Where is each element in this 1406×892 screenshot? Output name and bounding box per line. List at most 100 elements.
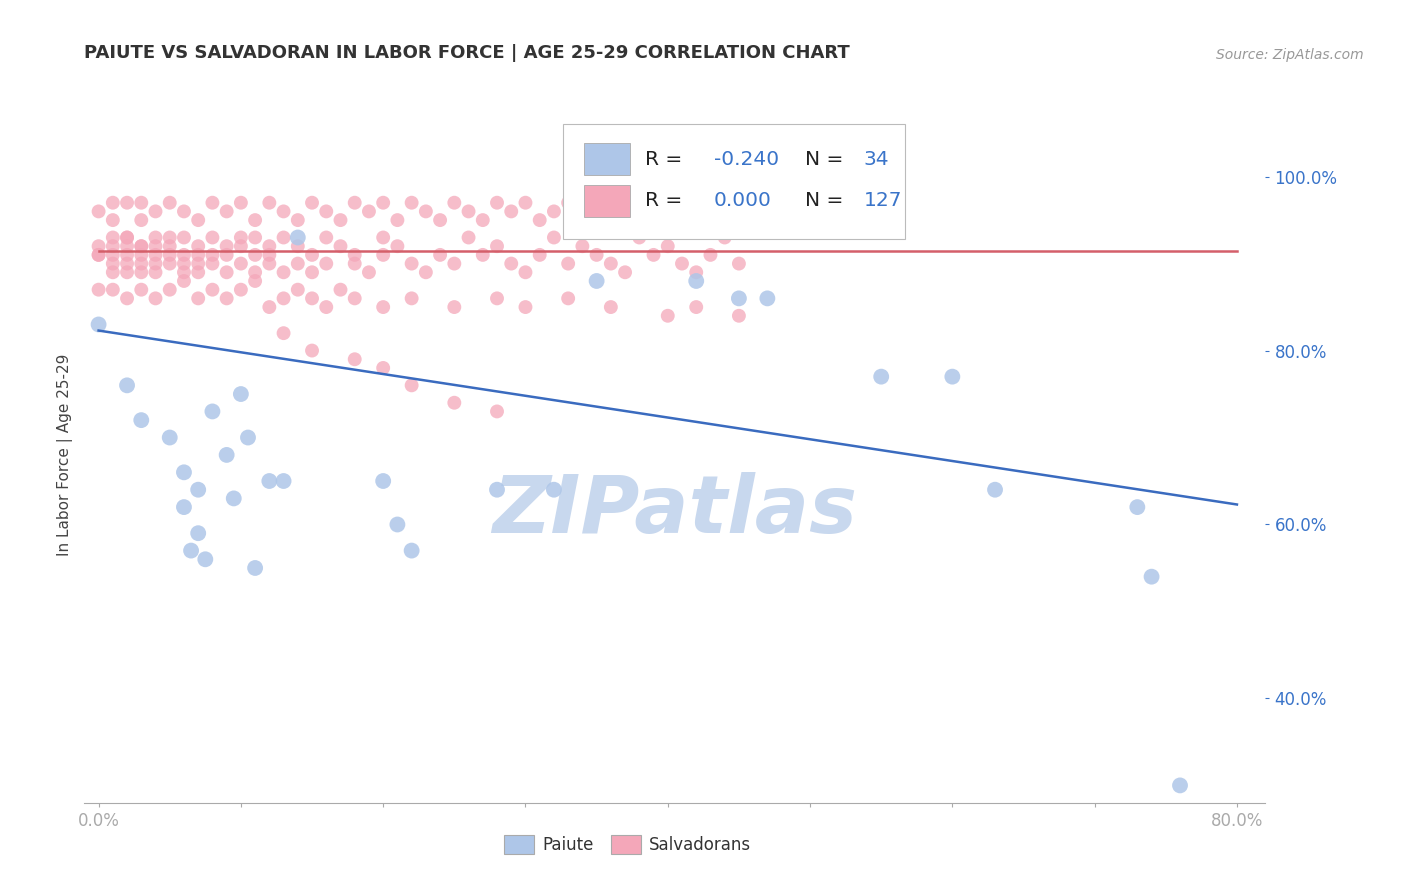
Point xyxy=(485,291,508,305)
Point xyxy=(301,343,323,358)
Point xyxy=(101,213,124,227)
Point xyxy=(243,230,266,244)
Point xyxy=(485,404,508,418)
Point xyxy=(229,257,252,271)
Point xyxy=(87,248,110,262)
Point xyxy=(728,257,751,271)
Point xyxy=(229,230,252,244)
Point xyxy=(373,360,395,375)
Point xyxy=(187,213,209,227)
Point xyxy=(373,248,395,262)
Point xyxy=(343,248,366,262)
Point xyxy=(187,526,209,541)
Point xyxy=(543,483,565,497)
Point xyxy=(145,239,167,253)
Text: N =: N = xyxy=(804,150,849,169)
Point xyxy=(529,213,551,227)
Point xyxy=(471,248,494,262)
Point xyxy=(236,431,259,445)
Point xyxy=(628,230,651,244)
Point xyxy=(429,248,451,262)
Point xyxy=(115,230,138,244)
Point xyxy=(301,195,323,210)
Point xyxy=(343,352,366,367)
Text: R =: R = xyxy=(645,192,696,211)
Point xyxy=(387,213,409,227)
Point xyxy=(222,491,245,506)
Point xyxy=(387,517,409,532)
Point xyxy=(585,274,607,288)
Point xyxy=(201,257,224,271)
Point xyxy=(215,291,238,305)
Point xyxy=(87,318,110,332)
Point xyxy=(101,248,124,262)
Point xyxy=(713,230,735,244)
Point xyxy=(87,283,110,297)
Point xyxy=(243,213,266,227)
Point xyxy=(173,230,195,244)
Point xyxy=(343,195,366,210)
Point xyxy=(259,257,281,271)
Point xyxy=(259,300,281,314)
Point xyxy=(301,265,323,279)
Point xyxy=(373,300,395,314)
Point xyxy=(301,291,323,305)
FancyBboxPatch shape xyxy=(583,185,630,217)
Point xyxy=(543,204,565,219)
Point xyxy=(984,483,1007,497)
Point xyxy=(87,204,110,219)
Point xyxy=(129,239,152,253)
Point xyxy=(115,248,138,262)
Point xyxy=(173,248,195,262)
Point xyxy=(273,291,295,305)
Point xyxy=(401,195,423,210)
Point xyxy=(870,369,893,384)
Point xyxy=(159,431,181,445)
Point xyxy=(599,300,621,314)
Point xyxy=(173,257,195,271)
Point xyxy=(243,274,266,288)
Point xyxy=(315,300,337,314)
Point xyxy=(557,195,579,210)
Point xyxy=(515,265,537,279)
Text: Source: ZipAtlas.com: Source: ZipAtlas.com xyxy=(1216,48,1364,62)
Point xyxy=(159,230,181,244)
Point xyxy=(187,483,209,497)
Point xyxy=(187,239,209,253)
Point xyxy=(145,265,167,279)
Point xyxy=(373,195,395,210)
Point xyxy=(443,396,465,410)
Point xyxy=(129,413,152,427)
Point xyxy=(215,448,238,462)
Point xyxy=(728,291,751,305)
Text: 34: 34 xyxy=(863,150,890,169)
Point xyxy=(273,474,295,488)
Point xyxy=(599,257,621,271)
Point xyxy=(343,257,366,271)
Point xyxy=(115,265,138,279)
Point xyxy=(243,265,266,279)
Point xyxy=(471,213,494,227)
Point xyxy=(101,195,124,210)
Point xyxy=(643,248,665,262)
Point xyxy=(187,248,209,262)
Point xyxy=(357,265,380,279)
Point xyxy=(671,257,693,271)
Point xyxy=(501,204,523,219)
Point xyxy=(287,283,309,297)
Point xyxy=(159,257,181,271)
Point xyxy=(401,543,423,558)
Point xyxy=(329,213,352,227)
Point xyxy=(229,387,252,401)
Point xyxy=(543,230,565,244)
Point xyxy=(685,265,707,279)
Point xyxy=(145,204,167,219)
Point xyxy=(259,248,281,262)
Point xyxy=(415,204,437,219)
Point xyxy=(515,300,537,314)
FancyBboxPatch shape xyxy=(583,144,630,175)
Point xyxy=(443,257,465,271)
Point xyxy=(357,204,380,219)
Point xyxy=(557,257,579,271)
Point xyxy=(1140,570,1163,584)
